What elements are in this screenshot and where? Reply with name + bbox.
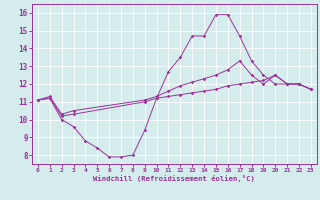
X-axis label: Windchill (Refroidissement éolien,°C): Windchill (Refroidissement éolien,°C): [93, 175, 255, 182]
